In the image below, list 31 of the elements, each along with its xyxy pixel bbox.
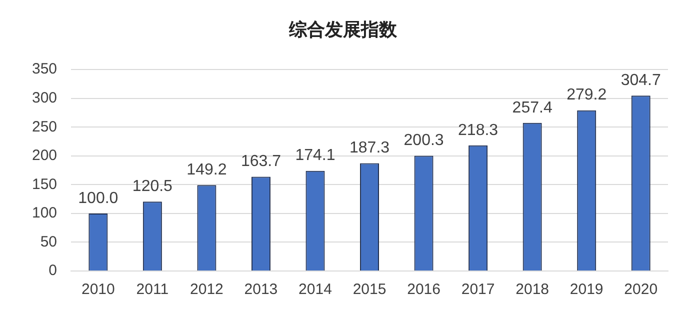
x-tick-label: 2012 [190, 281, 224, 298]
x-tick-label: 2015 [352, 281, 386, 298]
data-label: 257.4 [512, 99, 552, 116]
y-tick-label: 150 [32, 176, 58, 193]
data-label: 279.2 [566, 86, 607, 104]
data-label: 218.3 [458, 122, 498, 139]
y-tick-label: 350 [32, 60, 58, 78]
x-tick-label: 2013 [244, 281, 278, 298]
x-tick-label: 2014 [298, 281, 332, 298]
x-tick-label: 2019 [570, 281, 604, 298]
data-label: 304.7 [620, 72, 661, 90]
x-tick-label: 2011 [136, 281, 169, 298]
data-label: 200.3 [404, 132, 444, 150]
x-tick-label: 2016 [407, 281, 440, 298]
y-tick-label: 200 [32, 147, 58, 164]
y-tick-label: 300 [32, 90, 58, 107]
data-label: 120.5 [132, 178, 173, 196]
y-tick-label: 0 [48, 262, 58, 280]
x-tick-label: 2020 [624, 281, 658, 298]
data-label: 100.0 [78, 190, 118, 207]
data-label: 187.3 [349, 140, 390, 157]
y-tick-label: 250 [32, 118, 58, 136]
y-tick-label: 100 [32, 204, 58, 222]
y-tick-label: 50 [40, 233, 58, 250]
data-label: 174.1 [295, 147, 336, 164]
data-label: 163.7 [240, 153, 282, 170]
x-tick-label: 2010 [81, 281, 115, 298]
chart-title: 综合发展指数 [288, 19, 398, 40]
x-tick-label: 2017 [461, 281, 495, 298]
data-label: 149.2 [186, 162, 227, 179]
x-tick-label: 2018 [516, 281, 550, 298]
